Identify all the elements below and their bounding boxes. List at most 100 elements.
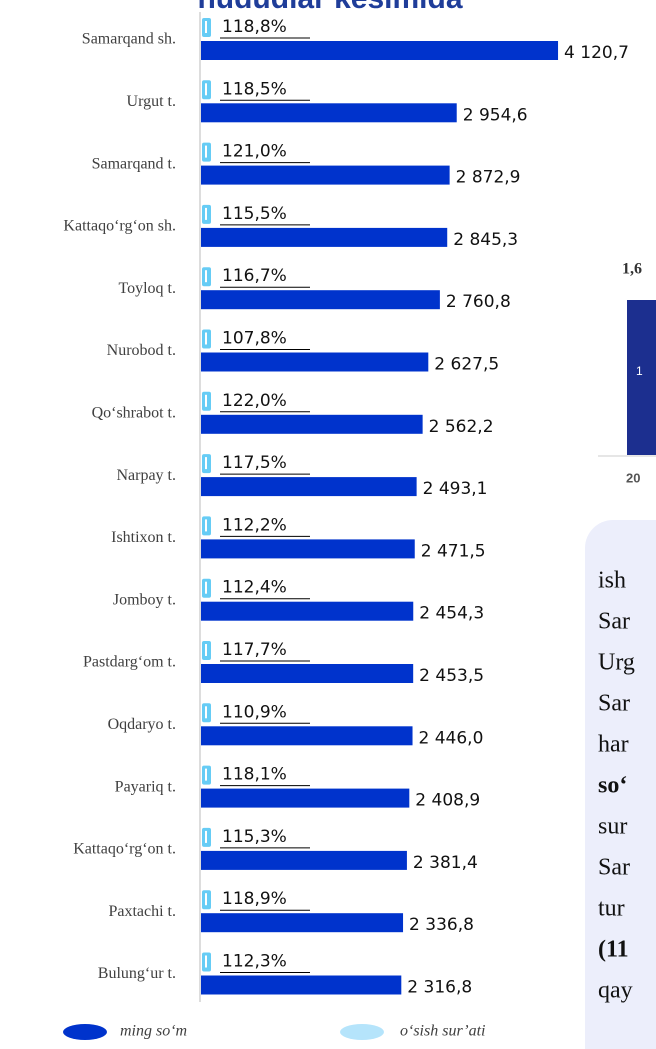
side-text-line: har [598,732,629,758]
growth-label: 118,9% [222,889,287,909]
growth-bar-inner [205,270,207,283]
category-label: Pastdarg‘om t. [83,654,176,671]
bar [201,414,423,434]
value-label: 2 845,3 [453,230,518,250]
category-label: Payariq t. [115,778,176,795]
chart-title: hududlar kesimida [197,0,462,15]
category-label: Bulung‘ur t. [98,965,176,982]
side-text-line: ish [598,568,626,594]
side-text-line: Sar [598,855,630,881]
category-label: Ishtixon t. [111,529,176,546]
category-label: Urgut t. [127,93,176,110]
growth-bar-inner [205,768,207,781]
bar [201,290,440,310]
value-label: 4 120,7 [564,43,629,63]
growth-bar-inner [205,893,207,906]
value-label: 2 446,0 [419,728,484,748]
category-label: Kattaqo‘rg‘on sh. [63,218,176,235]
category-label: Oqdaryo t. [108,716,176,733]
value-label: 2 562,2 [429,417,494,437]
bar [201,850,407,870]
growth-label: 117,5% [222,453,287,473]
side-text-line: so‘ [598,773,627,799]
growth-bar-inner [205,332,207,345]
value-label: 2 627,5 [434,355,499,375]
bar [201,41,559,60]
category-label: Jomboy t. [113,591,176,608]
side-text-line: qay [598,978,633,1004]
bar [201,601,414,621]
growth-bar-inner [205,519,207,532]
growth-bar-inner [205,706,207,719]
growth-label: 121,0% [222,142,287,162]
bar [201,539,415,559]
bar [201,664,414,683]
side-bar-label: 1 [636,364,643,378]
legend-label: o‘sish sur’ati [400,1023,486,1040]
category-label: Qo‘shrabot t. [92,404,176,421]
growth-bar-inner [205,207,207,220]
growth-bar-inner [205,394,207,407]
growth-label: 115,5% [222,204,287,224]
value-label: 2 336,8 [409,915,474,935]
growth-label: 118,8% [222,17,287,37]
growth-label: 116,7% [222,266,287,286]
growth-label: 117,7% [222,640,287,660]
growth-label: 107,8% [222,329,287,349]
value-label: 2 954,6 [463,105,528,125]
category-label: Paxtachi t. [108,903,176,920]
legend-swatch [63,1024,107,1040]
value-label: 2 471,5 [421,541,486,561]
value-label: 2 453,5 [419,666,484,686]
growth-bar-inner [205,830,207,843]
bar [201,227,448,247]
bar [201,165,450,185]
bar [201,477,417,497]
side-bar [627,300,656,455]
growth-bar-inner [205,83,207,96]
growth-label: 112,2% [222,515,287,535]
category-label: Nurobod t. [107,342,176,359]
value-label: 2 760,8 [446,292,511,312]
growth-label: 112,4% [222,578,287,598]
side-value: 1,6 [622,261,642,278]
growth-label: 115,3% [222,827,287,847]
value-label: 2 493,1 [423,479,488,499]
growth-label: 122,0% [222,391,287,411]
growth-label: 110,9% [222,702,287,722]
category-label: Narpay t. [116,467,176,484]
text-box [585,520,656,1049]
bar [201,975,402,995]
side-text-line: tur [598,896,625,922]
value-label: 2 316,8 [407,978,472,998]
growth-bar-inner [205,644,207,656]
category-label: Toyloq t. [118,280,176,297]
growth-label: 118,5% [222,79,287,99]
side-text-line: (11 [598,937,629,963]
bar [201,352,429,372]
side-text-line: sur [598,814,627,840]
category-label: Samarqand t. [92,155,176,172]
value-label: 2 872,9 [456,168,521,188]
side-year: 20 [626,470,640,485]
growth-bar-inner [205,457,207,470]
growth-bar-inner [205,581,207,594]
category-label: Kattaqo‘rg‘on t. [73,841,176,858]
legend-label: ming so‘m [120,1023,187,1040]
growth-label: 118,1% [222,765,287,785]
bar [201,913,404,933]
bar [201,788,410,808]
growth-bar-inner [205,955,207,968]
side-text-line: Sar [598,691,630,717]
bar [201,103,457,123]
value-label: 2 381,4 [413,853,478,873]
value-label: 2 454,3 [419,604,484,624]
value-label: 2 408,9 [415,791,480,811]
legend-swatch [340,1024,384,1040]
category-label: Samarqand sh. [82,31,176,48]
bar [201,726,413,746]
growth-label: 112,3% [222,952,287,972]
side-text-line: Sar [598,609,630,635]
growth-bar-inner [205,21,207,33]
